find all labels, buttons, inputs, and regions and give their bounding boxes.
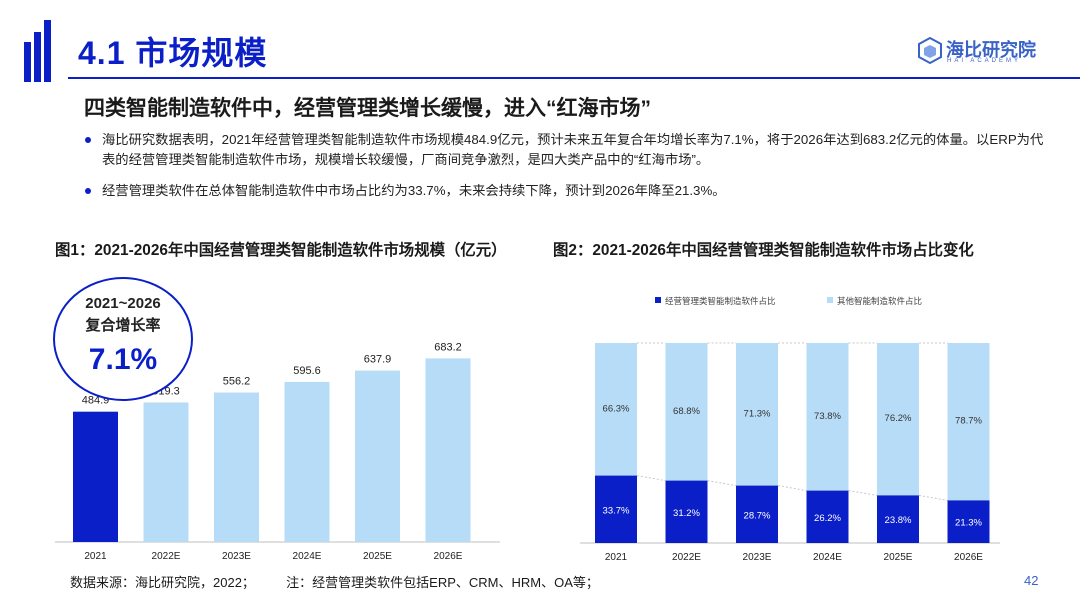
bar-value-label: 595.6 — [293, 365, 321, 377]
bar-2026E — [425, 358, 471, 542]
market-size-chart: 484.92021519.32022E556.22023E595.62024E6… — [55, 341, 500, 562]
logo-subtitle: HAI ACADEMY — [947, 58, 1022, 64]
mgmt-share-label: 21.3% — [955, 518, 982, 529]
footnote: 注：经营管理类软件包括ERP、CRM、HRM、OA等； — [286, 575, 599, 590]
data-source: 数据来源：海比研究院，2022； — [70, 575, 255, 590]
bullet-text: 海比研究数据表明，2021年经营管理类智能制造软件市场规模484.9亿元，预计未… — [102, 132, 1044, 167]
mgmt-share-label: 28.7% — [744, 510, 771, 521]
cagr-badge: 2021~2026 复合增长率 7.1% — [53, 277, 193, 401]
connector-line — [848, 490, 878, 496]
header-decoration — [24, 20, 51, 82]
cube-logo-icon — [918, 37, 942, 65]
cagr-label-years: 2021~2026 — [85, 295, 161, 312]
other-share-label: 73.8% — [814, 411, 841, 422]
x-tick-label: 2022E — [152, 551, 181, 562]
logo-name: 海比研究院 — [946, 40, 1036, 60]
legend-swatch-icon — [655, 297, 661, 303]
bar-value-label: 637.9 — [364, 354, 392, 366]
bar-2023E — [214, 392, 259, 542]
bar-2021 — [73, 411, 118, 542]
cagr-value: 7.1% — [88, 343, 158, 376]
bullet-text: 经营管理类软件在总体智能制造软件中市场占比约为33.7%，未来会持续下降，预计到… — [102, 183, 726, 198]
other-share-label: 78.7% — [955, 416, 982, 427]
bullet-item: 海比研究数据表明，2021年经营管理类智能制造软件市场规模484.9亿元，预计未… — [85, 130, 1045, 170]
bullet-dot-icon — [85, 188, 91, 194]
bar-2024E — [284, 381, 330, 542]
x-tick-label: 2023E — [222, 551, 251, 562]
footer-notes: 数据来源：海比研究院，2022； 注：经营管理类软件包括ERP、CRM、HRM、… — [70, 572, 599, 591]
mgmt-share-label: 26.2% — [814, 513, 841, 524]
bar-value-label: 556.2 — [223, 376, 251, 388]
bar-value-label: 683.2 — [434, 341, 462, 353]
mgmt-share-label: 23.8% — [885, 515, 912, 526]
mgmt-share-label: 31.2% — [673, 508, 700, 519]
bar-mgmt-2025E — [877, 495, 919, 543]
deco-bar — [34, 32, 41, 82]
x-tick-label: 2025E — [884, 552, 913, 563]
deco-bar — [24, 42, 31, 82]
bar-mgmt-2022E — [665, 480, 708, 543]
bar-mgmt-2024E — [806, 490, 849, 543]
connector-line — [918, 494, 948, 501]
figure2-title: 图2：2021-2026年中国经营管理类智能制造软件市场占比变化 — [553, 242, 974, 259]
brand-logo: 海比研究院 HAI ACADEMY — [918, 34, 1058, 68]
bar-other-2024E — [806, 343, 849, 491]
x-tick-label: 2022E — [672, 552, 701, 563]
legend-label: 其他智能制造软件占比 — [837, 296, 922, 306]
deco-bar — [44, 20, 51, 82]
other-share-label: 68.8% — [673, 406, 700, 417]
bar-2022E — [143, 402, 189, 542]
page-number: 42 — [1024, 573, 1039, 588]
bar-mgmt-2023E — [736, 485, 778, 543]
x-tick-label: 2026E — [954, 552, 983, 563]
bullet-dot-icon — [85, 137, 91, 143]
mgmt-share-label: 33.7% — [603, 505, 630, 516]
bullet-item: 经营管理类软件在总体智能制造软件中市场占比约为33.7%，未来会持续下降，预计到… — [85, 181, 1045, 201]
bar-mgmt-2026E — [947, 500, 990, 543]
cagr-label-text: 复合增长率 — [85, 317, 161, 334]
other-share-label: 76.2% — [885, 413, 912, 424]
bar-other-2025E — [877, 343, 919, 496]
connector-line — [636, 475, 666, 482]
x-tick-label: 2024E — [293, 551, 322, 562]
page-title: 4.1 市场规模 — [78, 35, 268, 71]
market-share-chart: 经营管理类智能制造软件占比 其他智能制造软件占比 66.3% 33.7% 2021 68.… — [580, 296, 1000, 563]
connector-line — [707, 480, 737, 487]
x-tick-label: 2021 — [605, 552, 628, 563]
connector-line — [777, 485, 807, 492]
x-tick-label: 2023E — [743, 552, 772, 563]
bar-other-2023E — [736, 343, 778, 486]
other-share-label: 71.3% — [744, 408, 771, 419]
legend-swatch-icon — [827, 297, 833, 303]
bar-mgmt-2021 — [595, 475, 637, 543]
legend-label: 经营管理类智能制造软件占比 — [665, 296, 776, 306]
figure1-title: 图1：2021-2026年中国经营管理类智能制造软件市场规模（亿元） — [55, 242, 507, 259]
x-tick-label: 2025E — [363, 551, 392, 562]
x-tick-label: 2021 — [84, 551, 107, 562]
title-divider — [68, 77, 1080, 79]
bar-other-2026E — [947, 343, 990, 501]
bar-other-2022E — [665, 343, 708, 481]
bar-other-2021 — [595, 343, 637, 476]
x-tick-label: 2026E — [434, 551, 463, 562]
other-share-label: 66.3% — [603, 403, 630, 414]
x-tick-label: 2024E — [813, 552, 842, 563]
section-subtitle: 四类智能制造软件中，经营管理类增长缓慢，进入“红海市场” — [84, 97, 651, 120]
bar-2025E — [355, 370, 400, 542]
